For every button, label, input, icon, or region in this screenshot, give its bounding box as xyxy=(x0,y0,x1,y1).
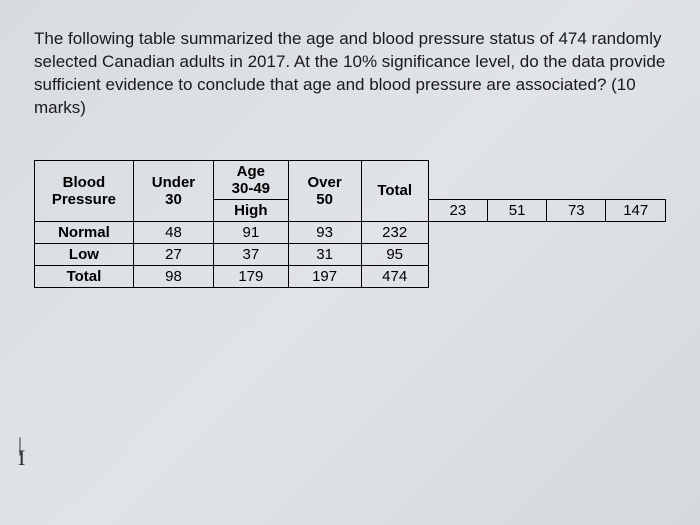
data-cell: 51 xyxy=(487,199,546,221)
data-cell: 31 xyxy=(288,243,361,265)
data-cell: 48 xyxy=(133,221,213,243)
age-label: Age xyxy=(237,163,265,180)
column-header-total: Total xyxy=(361,160,428,221)
data-cell: 93 xyxy=(288,221,361,243)
document-page: The following table summarized the age a… xyxy=(0,0,700,288)
row-header-cell: Blood Pressure xyxy=(35,160,134,221)
question-text: The following table summarized the age a… xyxy=(34,28,666,120)
table-row: Normal 48 91 93 232 xyxy=(35,221,666,243)
row-label: Low xyxy=(35,243,134,265)
row-label-total: Total xyxy=(35,265,134,287)
data-cell-total: 474 xyxy=(361,265,428,287)
row-header-bottom: Pressure xyxy=(52,191,116,208)
data-cell: 23 xyxy=(428,199,487,221)
data-cell: 73 xyxy=(547,199,606,221)
data-cell-total: 147 xyxy=(606,199,666,221)
data-cell-total: 232 xyxy=(361,221,428,243)
data-cell: 197 xyxy=(288,265,361,287)
column-header: Over 50 xyxy=(288,160,361,221)
table-row-total: Total 98 179 197 474 xyxy=(35,265,666,287)
data-cell: 91 xyxy=(214,221,288,243)
row-label: Normal xyxy=(35,221,134,243)
table-row: Low 27 37 31 95 xyxy=(35,243,666,265)
text-cursor-icon: | I xyxy=(18,438,25,465)
age-super-header: Age 30-49 xyxy=(214,160,288,199)
column-header: Under 30 xyxy=(133,160,213,221)
table-header-row-1: Blood Pressure Under 30 Age 30-49 Over 5… xyxy=(35,160,666,199)
row-header-top: Blood xyxy=(63,174,106,191)
data-cell-total: 95 xyxy=(361,243,428,265)
data-cell: 179 xyxy=(214,265,288,287)
data-cell: 27 xyxy=(133,243,213,265)
data-cell: 37 xyxy=(214,243,288,265)
data-cell: 98 xyxy=(133,265,213,287)
column-header: 30-49 xyxy=(232,180,270,197)
data-table: Blood Pressure Under 30 Age 30-49 Over 5… xyxy=(34,160,666,288)
row-label: High xyxy=(214,199,288,221)
